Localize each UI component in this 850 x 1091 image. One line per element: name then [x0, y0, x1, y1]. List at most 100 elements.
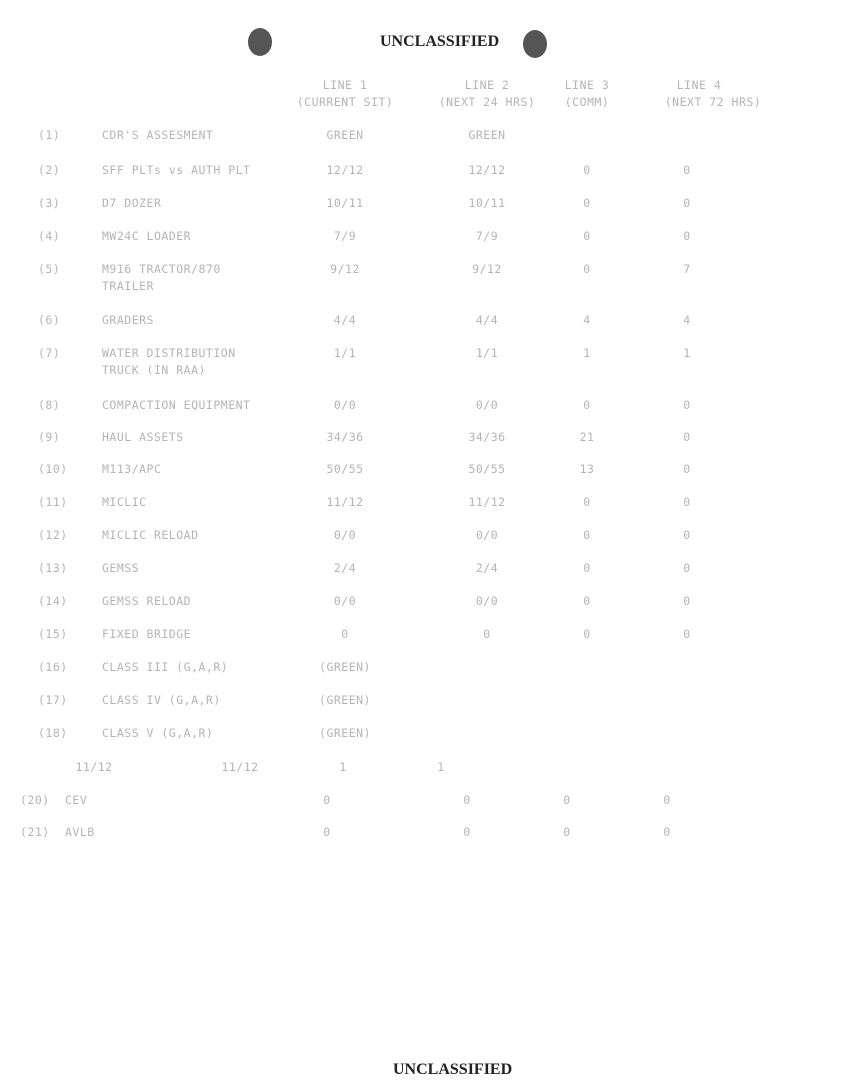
- row-label: M916 TRACTOR/870: [102, 262, 221, 276]
- row-value-line-2: 50/55: [468, 462, 506, 476]
- row-number: (20): [20, 793, 50, 807]
- row-value-line-2: 10/11: [468, 196, 506, 210]
- row-value-line-4: 7: [683, 262, 691, 276]
- row-label: GEMSS: [102, 561, 140, 575]
- row-number: (17): [38, 693, 68, 707]
- row-value-line-1: (GREEN): [319, 726, 371, 740]
- row-value-line-2: 7/9: [475, 229, 499, 243]
- row-number: (1): [38, 128, 61, 142]
- row-value-line-4: 0: [683, 594, 691, 608]
- row-value-line-3: 0: [583, 594, 591, 608]
- row-value-line-2: 4/4: [475, 313, 499, 327]
- row-label: M113/APC: [102, 462, 162, 476]
- row-value-line-2: 0: [463, 825, 471, 839]
- row-value-line-1: 2/4: [333, 561, 357, 575]
- row-value-line-3: 0: [583, 561, 591, 575]
- column-header-line: LINE 1: [322, 78, 368, 92]
- classification-banner-bottom: UNCLASSIFIED: [393, 1061, 513, 1078]
- row-number: (11): [38, 495, 68, 509]
- row-label: WATER DISTRIBUTION: [102, 346, 236, 360]
- row-value-line-2: 0/0: [475, 398, 499, 412]
- row-value-line-3: 0: [583, 528, 591, 542]
- row-value-line-4: 0: [683, 627, 691, 641]
- column-header-subtitle: (CURRENT SIT): [296, 95, 394, 109]
- row-value-line-2: 0: [463, 793, 471, 807]
- row-value-line-4: 0: [683, 462, 691, 476]
- row-label: GEMSS RELOAD: [102, 594, 192, 608]
- row-label: COMPACTION EQUIPMENT: [102, 398, 251, 412]
- row-value-line-2: GREEN: [468, 128, 506, 142]
- row-value-line-1: (GREEN): [319, 693, 371, 707]
- row-label: MICLIC: [102, 495, 147, 509]
- row-value-line-1: 0/0: [333, 398, 357, 412]
- row-value-line-2: 12/12: [468, 163, 506, 177]
- row-number: (6): [38, 313, 61, 327]
- row-value-line-3: 1: [583, 346, 591, 360]
- row-value-line-4: 4: [683, 313, 691, 327]
- row-value-line-2: 11/12: [468, 495, 506, 509]
- punch-hole-mark: [523, 30, 547, 58]
- punch-hole-mark: [248, 28, 272, 56]
- row-value-line-3: 0: [583, 196, 591, 210]
- row-value-line-2: 34/36: [468, 430, 506, 444]
- row-value-line-4: 0: [683, 229, 691, 243]
- row-value-line-2: 9/12: [472, 262, 502, 276]
- row-number: (13): [38, 561, 68, 575]
- row-value-line-1: 0: [341, 627, 349, 641]
- row-value-line-1: 11/12: [326, 495, 364, 509]
- row-value-line-1: 9/12: [330, 262, 360, 276]
- row-label: AVLB: [65, 825, 95, 839]
- row-number: (10): [38, 462, 68, 476]
- row-value-line-4: 0: [663, 825, 671, 839]
- row-value-line-3: 21: [579, 430, 595, 444]
- row-label: D7 DOZER: [102, 196, 162, 210]
- column-header-line: LINE 4: [676, 78, 722, 92]
- row-label: TRAILER: [102, 279, 154, 293]
- row-label: MW24C LOADER: [102, 229, 192, 243]
- row-value-line-3: 0: [563, 793, 571, 807]
- row-value-line-1: 11/12: [75, 760, 113, 774]
- row-number: (8): [38, 398, 61, 412]
- row-number: (5): [38, 262, 61, 276]
- row-value-line-1: 0: [323, 793, 331, 807]
- row-value-line-3: 0: [583, 262, 591, 276]
- row-value-line-1: 12/12: [326, 163, 364, 177]
- row-label: FIXED BRIDGE: [102, 627, 192, 641]
- row-value-line-4: 0: [663, 793, 671, 807]
- row-value-line-1: 50/55: [326, 462, 364, 476]
- row-number: (15): [38, 627, 68, 641]
- row-value-line-3: 0: [583, 495, 591, 509]
- row-label: CDR'S ASSESMENT: [102, 128, 214, 142]
- row-value-line-4: 1: [437, 760, 445, 774]
- row-value-line-1: 34/36: [326, 430, 364, 444]
- row-label: CEV: [65, 793, 88, 807]
- row-number: (3): [38, 196, 61, 210]
- row-number: (4): [38, 229, 61, 243]
- column-header-subtitle: (COMM): [564, 95, 610, 109]
- row-value-line-3: 0: [583, 398, 591, 412]
- row-value-line-4: 0: [683, 196, 691, 210]
- row-value-line-2: 0: [483, 627, 491, 641]
- row-label: MICLIC RELOAD: [102, 528, 199, 542]
- row-value-line-1: 0: [323, 825, 331, 839]
- row-value-line-2: 1/1: [475, 346, 499, 360]
- row-value-line-4: 0: [683, 495, 691, 509]
- row-value-line-1: 0/0: [333, 528, 357, 542]
- row-number: (16): [38, 660, 68, 674]
- row-label: TRUCK (IN RAA): [102, 363, 206, 377]
- row-value-line-1: 0/0: [333, 594, 357, 608]
- row-number: (9): [38, 430, 61, 444]
- column-header-line: LINE 3: [564, 78, 610, 92]
- row-value-line-4: 0: [683, 430, 691, 444]
- row-number: (14): [38, 594, 68, 608]
- row-number: (21): [20, 825, 50, 839]
- row-number: (18): [38, 726, 68, 740]
- row-value-line-4: 0: [683, 163, 691, 177]
- row-label: CLASS III (G,A,R): [102, 660, 229, 674]
- row-value-line-2: 0/0: [475, 528, 499, 542]
- row-value-line-1: 1/1: [333, 346, 357, 360]
- row-value-line-1: 4/4: [333, 313, 357, 327]
- row-value-line-2: 2/4: [475, 561, 499, 575]
- row-value-line-4: 0: [683, 398, 691, 412]
- row-number: (7): [38, 346, 61, 360]
